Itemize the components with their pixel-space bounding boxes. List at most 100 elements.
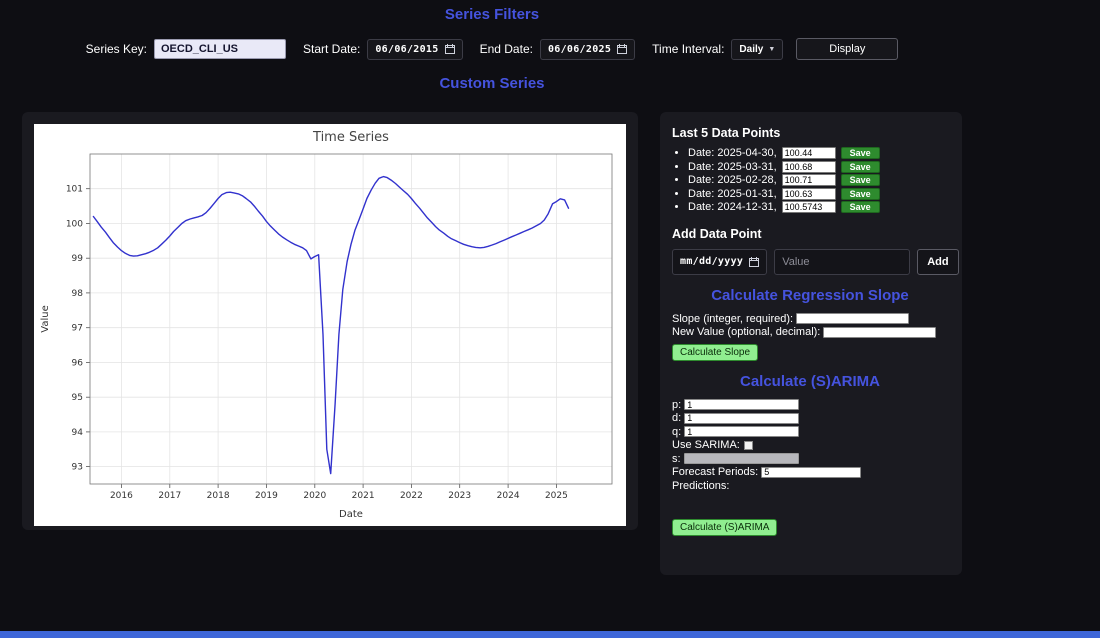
last5-list: Date: 2025-04-30, Save Date: 2025-03-31, S… — [688, 147, 948, 215]
svg-text:100: 100 — [66, 220, 83, 230]
chart-card: 93 94 95 96 97 98 99 100 101 2016 2017 2018 2019 2020… — [22, 112, 638, 530]
svg-text:97: 97 — [72, 324, 83, 334]
custom-series-title: Custom Series — [439, 75, 545, 92]
chevron-down-icon: ▼ — [768, 45, 776, 53]
data-point-value-input[interactable] — [781, 187, 836, 200]
use-sarima-checkbox[interactable] — [743, 440, 753, 450]
p-row: p: — [672, 399, 948, 413]
data-point-label: Date: 2025-04-30, — [688, 147, 777, 159]
save-button[interactable]: Save — [840, 174, 880, 187]
time-interval-label: Time Interval: — [652, 42, 725, 56]
data-point-label: Date: 2024-12-31, — [688, 201, 777, 213]
svg-text:Time Series: Time Series — [312, 130, 389, 145]
d-input[interactable] — [684, 412, 800, 424]
add-date-input[interactable]: mm/dd/yyyy — [672, 248, 768, 275]
time-interval-select[interactable]: Daily ▼ — [731, 38, 784, 60]
page-container: Series Filters Series Key: Start Date: 0… — [22, 0, 962, 575]
use-sarima-row: Use SARIMA: — [672, 439, 948, 453]
data-point-label: Date: 2025-01-31, — [688, 187, 777, 200]
add-date-placeholder: mm/dd/yyyy — [680, 256, 744, 267]
start-date-label: Start Date: — [303, 42, 361, 56]
s-input[interactable] — [683, 453, 799, 465]
svg-text:2024: 2024 — [497, 491, 520, 501]
svg-text:94: 94 — [72, 428, 84, 438]
add-value-input[interactable] — [774, 248, 911, 275]
time-interval-value: Daily — [739, 43, 764, 55]
add-button[interactable]: Add — [917, 248, 959, 275]
p-label: p: — [672, 398, 682, 411]
add-data-point-title: Add Data Point — [672, 226, 762, 241]
data-point-value-input[interactable] — [781, 174, 836, 187]
data-point-value-input[interactable] — [781, 147, 836, 160]
sarima-title: Calculate (S)ARIMA — [739, 372, 881, 390]
data-point-row: Date: 2025-02-28, Save — [688, 174, 948, 188]
end-date-input[interactable]: 06/06/2025 — [539, 38, 636, 60]
save-button[interactable]: Save — [840, 201, 880, 214]
forecast-periods-input[interactable] — [761, 466, 862, 478]
svg-text:2018: 2018 — [207, 491, 230, 501]
q-row: q: — [672, 426, 948, 440]
series-key-input[interactable] — [154, 39, 286, 59]
filter-bar: Series Key: Start Date: 06/06/2015 End D… — [22, 37, 962, 61]
svg-text:2022: 2022 — [400, 491, 423, 501]
q-input[interactable] — [684, 426, 800, 438]
last5-title: Last 5 Data Points — [672, 126, 781, 140]
series-tools-panel: Last 5 Data Points Date: 2025-04-30, Save… — [660, 112, 962, 575]
p-input[interactable] — [684, 399, 800, 411]
start-date-input[interactable]: 06/06/2015 — [367, 38, 463, 60]
save-button[interactable]: Save — [840, 147, 880, 160]
svg-text:95: 95 — [72, 393, 83, 403]
svg-text:101: 101 — [66, 185, 83, 195]
svg-text:2017: 2017 — [158, 491, 181, 501]
data-point-row: Date: 2025-04-30, Save — [688, 147, 948, 161]
series-key-label: Series Key: — [85, 42, 147, 56]
data-point-value-input[interactable] — [781, 160, 836, 173]
svg-text:Value: Value — [40, 305, 51, 332]
slope-input[interactable] — [796, 313, 910, 325]
data-point-label: Date: 2025-03-31, — [688, 160, 777, 173]
calendar-icon — [749, 256, 760, 267]
add-data-point-row: mm/dd/yyyy Add — [672, 248, 959, 275]
data-point-label: Date: 2025-02-28, — [688, 174, 777, 186]
svg-text:2025: 2025 — [545, 491, 568, 501]
svg-text:93: 93 — [72, 463, 83, 473]
svg-text:2020: 2020 — [303, 491, 326, 501]
time-series-chart: 93 94 95 96 97 98 99 100 101 2016 2017 2018 2019 2020… — [34, 124, 626, 526]
svg-text:98: 98 — [72, 289, 84, 299]
svg-text:Date: Date — [339, 509, 363, 520]
s-row: s: — [672, 453, 948, 467]
new-value-input[interactable] — [823, 326, 937, 338]
calendar-icon — [444, 44, 455, 54]
d-row: d: — [672, 412, 948, 426]
display-button[interactable]: Display — [796, 38, 899, 60]
svg-text:2021: 2021 — [352, 491, 375, 501]
calendar-icon — [617, 44, 628, 54]
q-label: q: — [672, 425, 682, 438]
data-point-row: Date: 2025-01-31, Save — [688, 188, 948, 202]
data-point-row: Date: 2025-03-31, Save — [688, 161, 948, 175]
d-label: d: — [672, 412, 682, 424]
save-button[interactable]: Save — [840, 187, 880, 200]
svg-text:96: 96 — [72, 358, 84, 368]
data-point-value-input[interactable] — [781, 201, 836, 214]
slope-label: Slope (integer, required): — [672, 312, 794, 325]
svg-text:2023: 2023 — [448, 491, 471, 501]
end-date-value: 06/06/2025 — [547, 43, 612, 55]
predictions-label: Predictions: — [672, 479, 730, 492]
new-value-row: New Value (optional, decimal): — [672, 326, 948, 340]
svg-text:2019: 2019 — [255, 491, 278, 501]
svg-text:99: 99 — [72, 254, 84, 264]
calculate-slope-button[interactable]: Calculate Slope — [672, 343, 759, 361]
slope-row: Slope (integer, required): — [672, 313, 948, 327]
end-date-label: End Date: — [479, 42, 533, 56]
forecast-periods-row: Forecast Periods: — [672, 466, 948, 480]
main-row: 93 94 95 96 97 98 99 100 101 2016 2017 2018 2019 2020… — [22, 112, 962, 575]
data-point-row: Date: 2024-12-31, Save — [688, 201, 948, 215]
s-label: s: — [672, 452, 681, 465]
regression-title: Calculate Regression Slope — [711, 286, 909, 304]
calculate-sarima-button[interactable]: Calculate (S)ARIMA — [672, 519, 778, 536]
series-filters-title: Series Filters — [444, 6, 540, 23]
save-button[interactable]: Save — [840, 160, 880, 173]
svg-text:2016: 2016 — [110, 491, 133, 501]
use-sarima-label: Use SARIMA: — [672, 439, 740, 451]
